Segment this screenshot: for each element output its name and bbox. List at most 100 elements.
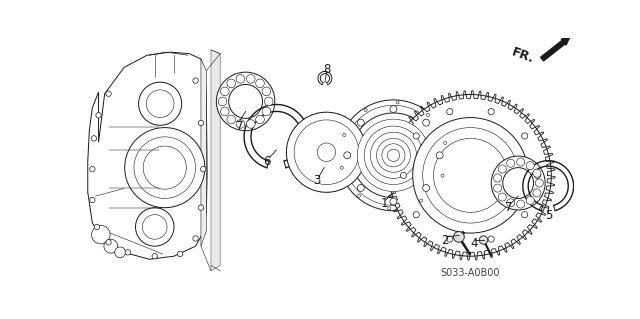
Circle shape bbox=[104, 239, 118, 253]
Text: 4: 4 bbox=[470, 237, 478, 250]
Circle shape bbox=[396, 101, 399, 104]
Circle shape bbox=[357, 194, 360, 197]
Circle shape bbox=[447, 108, 453, 115]
Circle shape bbox=[90, 197, 95, 203]
Circle shape bbox=[507, 159, 515, 167]
Circle shape bbox=[139, 82, 182, 125]
Circle shape bbox=[371, 132, 417, 178]
Circle shape bbox=[227, 79, 236, 88]
Circle shape bbox=[387, 149, 399, 161]
Circle shape bbox=[503, 168, 534, 198]
Circle shape bbox=[413, 211, 419, 218]
Circle shape bbox=[200, 167, 206, 172]
Circle shape bbox=[193, 236, 198, 241]
Circle shape bbox=[134, 137, 196, 198]
Circle shape bbox=[422, 128, 518, 223]
Circle shape bbox=[388, 207, 391, 210]
FancyArrow shape bbox=[541, 37, 570, 61]
Circle shape bbox=[516, 200, 525, 208]
Circle shape bbox=[236, 120, 244, 128]
Polygon shape bbox=[88, 52, 207, 259]
Circle shape bbox=[382, 144, 405, 167]
Circle shape bbox=[364, 108, 367, 112]
Circle shape bbox=[390, 106, 397, 113]
Circle shape bbox=[343, 133, 346, 137]
Circle shape bbox=[340, 166, 343, 169]
Circle shape bbox=[492, 156, 545, 210]
Circle shape bbox=[262, 107, 271, 116]
Circle shape bbox=[357, 119, 364, 126]
Circle shape bbox=[96, 113, 101, 118]
Circle shape bbox=[413, 118, 528, 233]
Circle shape bbox=[143, 146, 186, 189]
Circle shape bbox=[522, 211, 528, 218]
Circle shape bbox=[246, 120, 255, 128]
Circle shape bbox=[177, 251, 183, 256]
Circle shape bbox=[256, 115, 264, 124]
Circle shape bbox=[526, 161, 534, 170]
Circle shape bbox=[94, 224, 100, 230]
Circle shape bbox=[287, 112, 367, 192]
Circle shape bbox=[533, 169, 541, 177]
Circle shape bbox=[125, 128, 205, 208]
Circle shape bbox=[534, 172, 541, 178]
Circle shape bbox=[447, 236, 453, 242]
Text: FR.: FR. bbox=[509, 45, 536, 65]
Polygon shape bbox=[201, 59, 206, 246]
Circle shape bbox=[351, 113, 436, 198]
Circle shape bbox=[152, 254, 157, 259]
Circle shape bbox=[499, 165, 506, 173]
Circle shape bbox=[390, 198, 397, 205]
Circle shape bbox=[526, 197, 534, 204]
Circle shape bbox=[264, 97, 273, 106]
Text: S033-A0B00: S033-A0B00 bbox=[441, 268, 500, 278]
Text: 1: 1 bbox=[380, 197, 388, 210]
Circle shape bbox=[488, 108, 494, 115]
Text: 7: 7 bbox=[505, 201, 513, 214]
Circle shape bbox=[92, 136, 97, 141]
Circle shape bbox=[413, 133, 419, 139]
Circle shape bbox=[294, 120, 359, 185]
Circle shape bbox=[92, 226, 110, 244]
Circle shape bbox=[433, 138, 508, 212]
Circle shape bbox=[533, 189, 541, 197]
Circle shape bbox=[488, 236, 494, 242]
Circle shape bbox=[376, 138, 410, 172]
Circle shape bbox=[436, 152, 443, 159]
Circle shape bbox=[236, 75, 244, 83]
Circle shape bbox=[317, 143, 336, 161]
Circle shape bbox=[507, 199, 515, 207]
Circle shape bbox=[125, 250, 131, 255]
Circle shape bbox=[115, 247, 125, 258]
Text: 5: 5 bbox=[545, 209, 553, 222]
Circle shape bbox=[143, 215, 167, 239]
Text: 3: 3 bbox=[313, 174, 320, 187]
Text: 7: 7 bbox=[236, 120, 243, 133]
Circle shape bbox=[357, 119, 429, 191]
Circle shape bbox=[522, 133, 528, 139]
Circle shape bbox=[246, 75, 255, 83]
Circle shape bbox=[441, 174, 444, 177]
Circle shape bbox=[390, 94, 551, 256]
Circle shape bbox=[106, 91, 111, 96]
Circle shape bbox=[147, 90, 174, 118]
Circle shape bbox=[344, 152, 351, 159]
Circle shape bbox=[198, 205, 204, 210]
Circle shape bbox=[426, 113, 429, 116]
Circle shape bbox=[420, 199, 423, 202]
Circle shape bbox=[422, 184, 429, 191]
Circle shape bbox=[516, 158, 525, 166]
Circle shape bbox=[364, 126, 422, 185]
Circle shape bbox=[444, 141, 447, 145]
Circle shape bbox=[535, 179, 543, 187]
Circle shape bbox=[493, 184, 502, 192]
Circle shape bbox=[479, 236, 488, 244]
Circle shape bbox=[228, 85, 262, 118]
Circle shape bbox=[493, 174, 502, 182]
Circle shape bbox=[90, 167, 95, 172]
Circle shape bbox=[401, 172, 406, 178]
Circle shape bbox=[262, 87, 271, 96]
Circle shape bbox=[136, 208, 174, 246]
Polygon shape bbox=[211, 50, 220, 271]
Text: 6: 6 bbox=[262, 155, 270, 168]
